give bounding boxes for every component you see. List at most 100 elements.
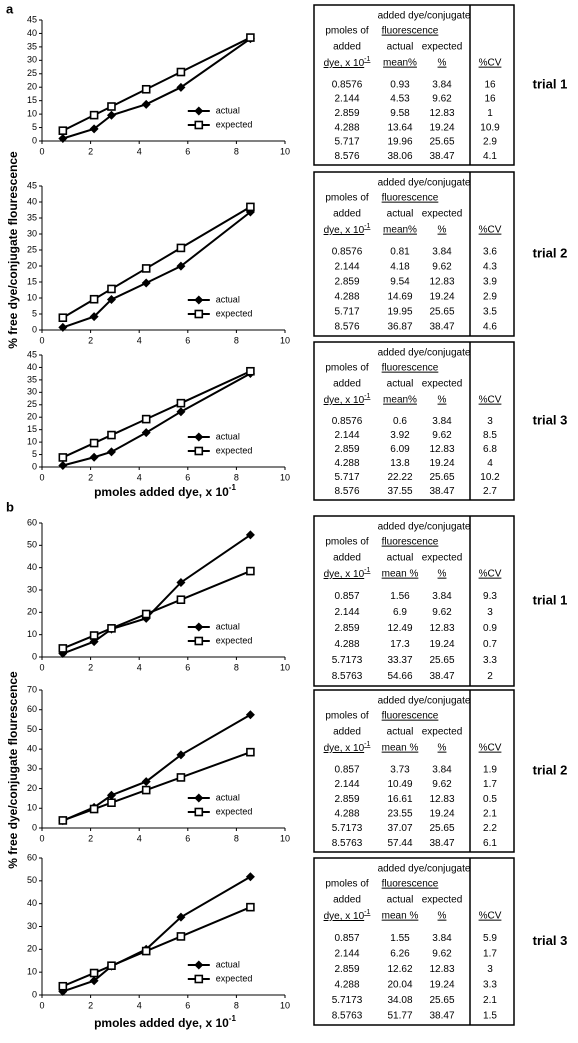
x-tick-label: 10 [280, 833, 290, 843]
table-cell: 16 [484, 94, 496, 105]
table-cell: 9.3 [483, 591, 497, 602]
y-tick-label: 10 [27, 108, 37, 118]
trial-label: trial 1 [533, 592, 568, 607]
table-cell: 3 [487, 416, 493, 427]
x-tick-label: 6 [185, 472, 190, 482]
table-cell: 0.857 [334, 933, 359, 944]
y-axis-label: % free dye/conjugate flourescence [6, 151, 20, 349]
table-cell: 0.8576 [332, 416, 363, 427]
table-header: added [333, 727, 361, 738]
x-tick-label: 2 [88, 146, 93, 156]
table-cell: 1.7 [483, 779, 497, 790]
table-cell: 8.5763 [332, 838, 363, 849]
table-border [313, 689, 515, 853]
y-axis-label: % free dye/conjugate flourescence [6, 671, 20, 869]
y-tick-label: 70 [27, 684, 37, 694]
marker [141, 99, 151, 109]
table-header: actual [387, 895, 414, 906]
y-tick-label: 35 [27, 212, 37, 222]
marker [176, 67, 186, 77]
legend-marker [194, 793, 204, 803]
x-tick-label: 0 [39, 662, 44, 672]
y-tick-label: 5 [32, 449, 37, 459]
table-cell: 6.8 [483, 444, 497, 455]
x-tick-label: 2 [88, 1000, 93, 1010]
y-tick-label: 15 [27, 95, 37, 105]
marker [141, 946, 151, 956]
table-cell: 8.576 [334, 151, 359, 162]
table-cell: 36.87 [387, 322, 412, 333]
y-tick-label: 10 [27, 292, 37, 302]
table-header: dye, x 10-1 [324, 741, 371, 754]
marker [245, 710, 255, 720]
x-tick-label: 6 [185, 662, 190, 672]
table-cell: 1.7 [483, 948, 497, 959]
x-tick-label: 6 [185, 335, 190, 345]
x-tick-label: 10 [280, 146, 290, 156]
y-tick-label: 35 [27, 374, 37, 384]
table-cell: 57.44 [387, 838, 412, 849]
marker [176, 82, 186, 92]
legend-marker [194, 974, 204, 984]
table-header: mean % [382, 911, 419, 922]
table-cell: 0.9 [483, 623, 497, 634]
table-cell: 0.6 [393, 416, 407, 427]
table-cell: 6.1 [483, 838, 497, 849]
series-line [62, 372, 251, 467]
legend-label: actual [216, 959, 240, 969]
y-tick-label: 60 [27, 852, 37, 862]
table-cell: 10.9 [480, 122, 500, 133]
marker [89, 804, 99, 814]
trial-label: trial 1 [533, 76, 568, 91]
table-cell: 25.65 [429, 307, 454, 318]
y-tick-label: 30 [27, 228, 37, 238]
table-header: expected [422, 895, 463, 906]
table-group-header: added dye/conjugate [378, 864, 471, 875]
table-cell: 6.26 [390, 948, 410, 959]
series-line [62, 370, 251, 459]
x-tick-label: 4 [137, 335, 142, 345]
table-cell: 19.96 [387, 137, 412, 148]
table-header: %CV [479, 58, 502, 69]
y-tick-label: 10 [27, 436, 37, 446]
y-tick-label: 35 [27, 41, 37, 51]
series-line [62, 37, 251, 140]
table-cell: 9.62 [432, 430, 452, 441]
table-cell: 51.77 [387, 1010, 412, 1021]
table-cell: 2.2 [483, 823, 497, 834]
table-header-exponent: -1 [364, 567, 370, 574]
marker [141, 278, 151, 288]
table-header: mean % [382, 743, 419, 754]
table-cell: 12.62 [387, 964, 412, 975]
table-cell: 38.47 [429, 1010, 454, 1021]
y-tick-label: 25 [27, 244, 37, 254]
table-cell: 38.47 [429, 151, 454, 162]
table-cell: 19.24 [429, 122, 454, 133]
x-tick-label: 4 [137, 472, 142, 482]
y-tick-label: 60 [27, 517, 37, 527]
table-cell: 3.3 [483, 979, 497, 990]
table-header-exponent: -1 [364, 223, 370, 230]
table-cell: 6.9 [393, 607, 407, 618]
table-cell: 2.859 [334, 794, 359, 805]
marker [89, 968, 99, 978]
x-tick-label: 2 [88, 335, 93, 345]
table-header: pmoles of [325, 711, 369, 722]
table-cell: 4.288 [334, 809, 359, 820]
table-subgroup-header: fluorescence [382, 711, 439, 722]
marker [107, 284, 116, 294]
table-header-exponent: -1 [364, 909, 370, 916]
table-cell: 5.9 [483, 933, 497, 944]
table-cell: 2.9 [483, 137, 497, 148]
table-cell: 3.6 [483, 247, 497, 258]
y-tick-label: 0 [32, 461, 37, 471]
marker [107, 430, 116, 440]
legend-marker [194, 622, 204, 632]
table-border [313, 515, 515, 687]
marker [89, 631, 99, 640]
marker [176, 243, 186, 253]
y-tick-label: 10 [27, 629, 37, 639]
legend-marker [194, 106, 204, 116]
table-cell: 16 [484, 79, 496, 90]
table-cell: 9.62 [432, 607, 452, 618]
